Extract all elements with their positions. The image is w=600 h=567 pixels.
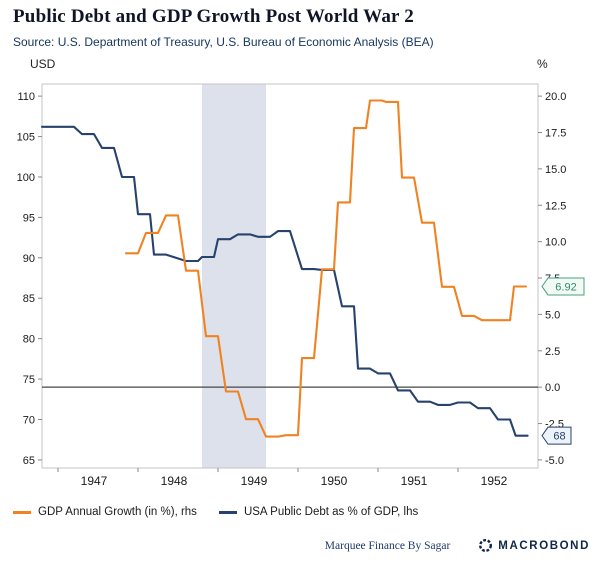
series-line-gdp xyxy=(124,99,528,438)
right-tick-label: 0.0 xyxy=(545,382,560,394)
right-tick-label: 2.5 xyxy=(545,346,560,358)
left-tick-label: 105 xyxy=(17,132,35,144)
left-tick-label: 100 xyxy=(17,172,35,184)
end-badge-gdp xyxy=(541,277,585,296)
x-tick-label: 1951 xyxy=(401,474,428,488)
series-line-debt xyxy=(40,125,529,437)
right-tick-label: 20.0 xyxy=(545,91,566,103)
left-tick-label: 90 xyxy=(23,253,35,265)
legend-item-gdp-growth: GDP Annual Growth (in %), rhs xyxy=(13,506,197,518)
end-badge-label-debt: 68 xyxy=(553,430,565,442)
end-badge-debt xyxy=(541,426,572,445)
end-badge-label-gdp: 6.92 xyxy=(555,281,576,293)
right-tick-label: 15.0 xyxy=(545,164,566,176)
source-note: Source: U.S. Department of Treasury, U.S… xyxy=(13,35,434,49)
brand-mark: MACROBOND xyxy=(478,538,590,553)
x-tick-label: 1949 xyxy=(241,474,268,488)
left-tick-label: 80 xyxy=(23,334,35,346)
left-tick-label: 65 xyxy=(23,455,35,467)
legend-item-public-debt: USA Public Debt as % of GDP, lhs xyxy=(218,506,419,518)
x-tick-label: 1950 xyxy=(321,474,348,488)
gdp-line-swatch xyxy=(13,510,31,514)
left-axis-unit-label: USD xyxy=(30,57,56,71)
macrobond-logo-icon xyxy=(479,538,493,553)
recession-band xyxy=(202,84,266,468)
right-tick-label: 10.0 xyxy=(545,237,566,249)
left-tick-label: 85 xyxy=(23,293,35,305)
brand-wordmark: MACROBOND xyxy=(498,539,590,552)
left-tick-label: 95 xyxy=(23,212,35,224)
x-tick-label: 1948 xyxy=(161,474,188,488)
legend: GDP Annual Growth (in %), rhs USA Public… xyxy=(13,506,418,518)
chart-title: Public Debt and GDP Growth Post World Wa… xyxy=(13,6,414,27)
x-axis: 1947 1948 1949 1950 1951 1952 xyxy=(57,468,508,488)
right-tick-label: -5.0 xyxy=(545,455,564,467)
left-tick-label: 75 xyxy=(23,374,35,386)
right-axis: -5.0-2.50.02.55.07.510.012.515.017.520.0 xyxy=(538,91,566,467)
footer: Marquee Finance By Sagar MACROBOND xyxy=(325,538,590,553)
chart-canvas: 65707580859095100105110-5.0-2.50.02.55.0… xyxy=(17,83,585,488)
legend-label-public-debt: USA Public Debt as % of GDP, lhs xyxy=(243,506,419,518)
left-tick-label: 110 xyxy=(17,91,35,103)
plot-frame xyxy=(41,83,539,469)
left-axis: 65 70 75 80 85 90 95 100 105 110 xyxy=(17,91,42,467)
debt-line-swatch xyxy=(218,510,237,514)
right-tick-label: 5.0 xyxy=(545,309,560,321)
left-tick-label: 70 xyxy=(23,414,35,426)
x-tick-label: 1952 xyxy=(481,474,508,488)
right-tick-label: 12.5 xyxy=(545,200,566,212)
right-tick-label: 17.5 xyxy=(545,128,566,140)
credit-text: Marquee Finance By Sagar xyxy=(324,539,451,552)
right-axis-unit-label: % xyxy=(537,57,548,71)
x-tick-label: 1947 xyxy=(81,474,108,488)
legend-label-gdp-growth: GDP Annual Growth (in %), rhs xyxy=(38,506,197,518)
